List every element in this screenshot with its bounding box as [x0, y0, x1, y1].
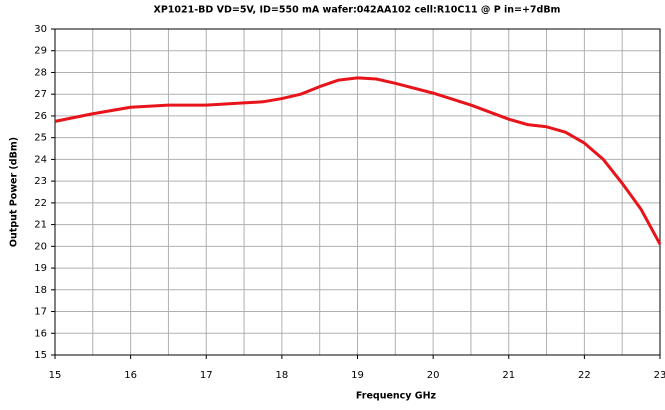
- y-axis-label: Output Power (dBm): [9, 137, 20, 247]
- x-tick-label: 23: [654, 370, 665, 381]
- x-tick-label: 20: [427, 370, 440, 381]
- x-tick-label: 15: [49, 370, 62, 381]
- y-tick-label: 25: [34, 133, 47, 144]
- y-tick-label: 19: [34, 263, 47, 274]
- x-tick-label: 21: [502, 370, 515, 381]
- y-tick-label: 22: [34, 198, 47, 209]
- y-tick-label: 18: [34, 285, 47, 296]
- y-tick-label: 21: [34, 220, 47, 231]
- data-line: [54, 76, 662, 245]
- y-tick-label: 29: [34, 46, 47, 57]
- y-tick-label: 20: [34, 241, 47, 252]
- x-tick-label: 19: [351, 370, 364, 381]
- y-tick-label: 28: [34, 67, 47, 78]
- chart-title: XP1021-BD VD=5V, ID=550 mA wafer:042AA10…: [154, 5, 561, 16]
- x-tick-label: 16: [124, 370, 137, 381]
- y-tick-label: 26: [34, 111, 47, 122]
- y-tick-label: 17: [34, 307, 47, 318]
- x-tick-label: 17: [200, 370, 213, 381]
- plot-frame: [54, 28, 661, 356]
- x-tick-label: 18: [276, 370, 289, 381]
- y-tick-label: 30: [34, 24, 47, 35]
- x-axis-label: Frequency GHz: [356, 391, 437, 402]
- y-tick-label: 16: [34, 328, 47, 339]
- y-tick-label: 15: [34, 350, 47, 361]
- y-tick-label: 23: [34, 176, 47, 187]
- y-tick-label: 27: [34, 89, 47, 100]
- y-tick-label: 24: [34, 154, 47, 165]
- x-tick-label: 22: [578, 370, 591, 381]
